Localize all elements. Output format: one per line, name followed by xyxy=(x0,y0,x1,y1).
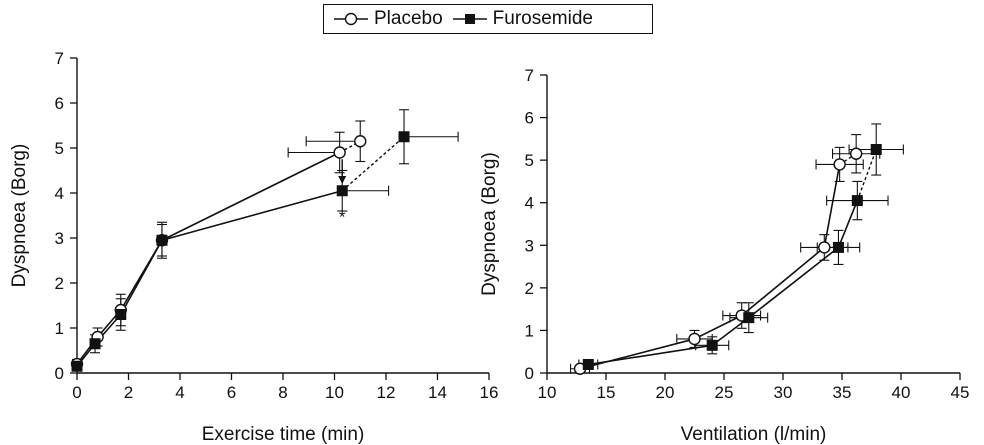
series-dashed-line-furosemide xyxy=(856,149,877,201)
data-point-placebo xyxy=(333,146,346,159)
chart-legend: Placebo Furosemide xyxy=(323,4,653,34)
x-tick-label: 6 xyxy=(227,383,236,402)
legend-item-furosemide: Furosemide xyxy=(451,8,593,30)
series-line-furosemide xyxy=(711,317,750,346)
series-line-furosemide xyxy=(120,239,163,315)
data-point-furosemide xyxy=(336,185,348,197)
y-tick-label: 4 xyxy=(55,184,64,203)
series-line-placebo xyxy=(579,338,695,370)
series-line-furosemide xyxy=(837,200,859,248)
legend-label-placebo: Placebo xyxy=(374,8,443,29)
y-tick-label: 0 xyxy=(55,364,64,383)
x-tick-label: 8 xyxy=(278,383,287,402)
y-tick-label: 2 xyxy=(525,279,534,298)
x-axis-title: Exercise time (min) xyxy=(202,424,365,445)
x-tick-label: 25 xyxy=(715,383,734,402)
annotation-arrow-head xyxy=(338,176,347,184)
series-dashed-line-furosemide xyxy=(341,136,405,192)
data-point-placebo xyxy=(849,147,863,160)
y-tick-label: 3 xyxy=(525,236,534,255)
series-dashed-line-placebo xyxy=(339,140,361,154)
data-point-furosemide xyxy=(582,358,594,370)
series-line-furosemide xyxy=(161,189,343,242)
data-point-placebo xyxy=(354,135,367,148)
y-axis-title: Dyspnoea (Borg) xyxy=(479,152,500,296)
x-tick-label: 16 xyxy=(480,383,499,402)
x-tick-label: 4 xyxy=(175,383,184,402)
data-point-furosemide xyxy=(71,360,83,372)
data-point-furosemide xyxy=(706,339,718,351)
series-line-placebo xyxy=(161,151,341,241)
y-tick-label: 2 xyxy=(55,274,64,293)
x-tick-label: 45 xyxy=(951,383,970,402)
legend-item-placebo: Placebo xyxy=(332,8,443,30)
y-tick-label: 5 xyxy=(525,151,534,170)
y-tick-label: 7 xyxy=(55,49,64,68)
filled-square-marker-icon xyxy=(452,14,487,24)
series-line-placebo xyxy=(823,164,841,248)
y-tick-label: 6 xyxy=(55,94,64,113)
data-point-furosemide xyxy=(398,131,410,143)
x-tick-label: 0 xyxy=(72,383,81,402)
y-tick-label: 5 xyxy=(55,139,64,158)
y-tick-label: 1 xyxy=(525,321,534,340)
x-tick-label: 35 xyxy=(833,383,852,402)
x-tick-label: 12 xyxy=(377,383,396,402)
data-point-furosemide xyxy=(89,338,101,350)
x-tick-label: 14 xyxy=(428,383,447,402)
data-point-placebo xyxy=(818,241,831,254)
data-point-furosemide xyxy=(851,195,863,207)
x-tick-label: 10 xyxy=(325,383,344,402)
series-line-furosemide xyxy=(748,246,839,319)
y-tick-label: 7 xyxy=(525,66,534,85)
x-tick-label: 15 xyxy=(597,383,616,402)
legend-label-furosemide: Furosemide xyxy=(492,8,593,29)
data-point-furosemide xyxy=(870,144,882,155)
y-tick-label: 1 xyxy=(55,319,64,338)
data-point-placebo xyxy=(688,332,701,346)
data-point-furosemide xyxy=(156,234,168,246)
x-tick-label: 30 xyxy=(774,383,793,402)
y-tick-label: 0 xyxy=(525,364,534,383)
series-line-placebo xyxy=(694,314,743,340)
series-line-furosemide xyxy=(588,344,713,366)
data-point-furosemide xyxy=(832,241,844,253)
y-tick-label: 4 xyxy=(525,194,534,213)
x-axis-title: Ventilation (l/min) xyxy=(681,424,827,445)
data-point-placebo xyxy=(833,158,846,171)
data-point-furosemide xyxy=(743,312,755,324)
x-tick-label: 40 xyxy=(892,383,911,402)
x-tick-label: 2 xyxy=(124,383,133,402)
y-tick-label: 3 xyxy=(55,229,64,248)
y-tick-label: 6 xyxy=(525,109,534,128)
open-circle-marker-icon xyxy=(334,12,368,26)
x-tick-label: 20 xyxy=(656,383,675,402)
significance-asterisk: * xyxy=(339,207,346,226)
data-point-furosemide xyxy=(115,309,127,320)
x-tick-label: 10 xyxy=(538,383,557,402)
y-axis-title: Dyspnoea (Borg) xyxy=(9,144,30,288)
series-line-placebo xyxy=(741,246,825,317)
